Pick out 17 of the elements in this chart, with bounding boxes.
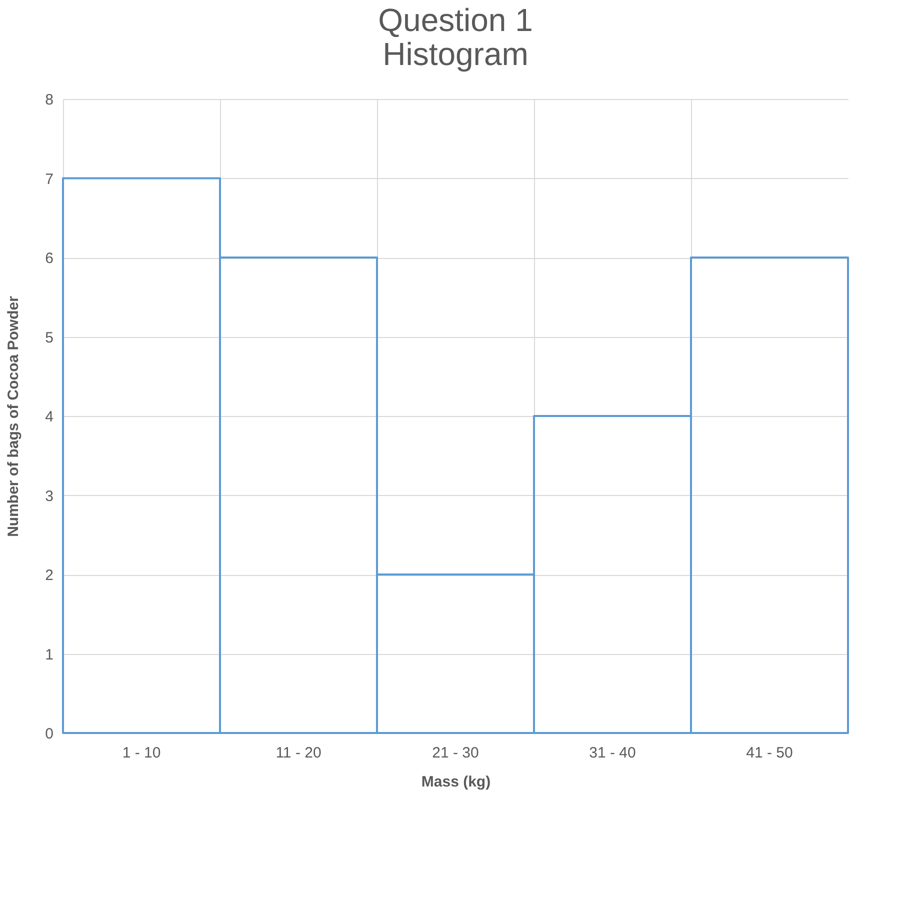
y-tick-label: 7 bbox=[45, 170, 54, 188]
y-tick-label: 8 bbox=[45, 92, 54, 108]
x-tick-label: 41 - 50 bbox=[746, 744, 793, 762]
y-tick-label: 3 bbox=[45, 488, 54, 505]
x-tick-label: 21 - 30 bbox=[432, 744, 479, 762]
chart-title: Question 1 Histogram bbox=[378, 2, 533, 72]
x-tick-label: 11 - 20 bbox=[276, 744, 322, 762]
x-tick-label: 31 - 40 bbox=[589, 744, 636, 762]
y-tick-label: 1 bbox=[45, 646, 54, 664]
x-tick-label: 1 - 10 bbox=[122, 744, 161, 762]
y-tick-label: 0 bbox=[45, 726, 54, 742]
y-tick-label: 6 bbox=[45, 250, 54, 267]
y-tick-label: 4 bbox=[45, 408, 54, 426]
x-axis-title: Mass (kg) bbox=[421, 774, 491, 790]
y-axis-title: Number of bags of Cocoa Powder bbox=[5, 296, 22, 537]
y-tick-label: 2 bbox=[45, 567, 54, 584]
y-tick-label: 5 bbox=[45, 329, 54, 346]
